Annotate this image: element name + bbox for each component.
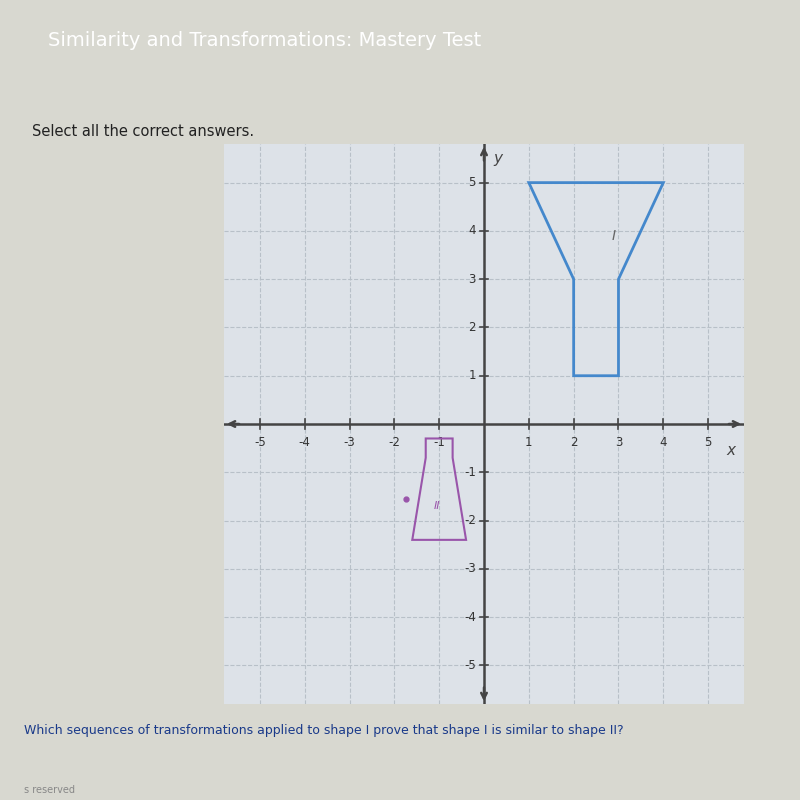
Text: x: x (726, 443, 735, 458)
Text: 2: 2 (570, 436, 578, 449)
Text: Which sequences of transformations applied to shape I prove that shape I is simi: Which sequences of transformations appli… (24, 724, 624, 737)
Text: -3: -3 (464, 562, 476, 575)
Text: s reserved: s reserved (24, 785, 75, 795)
Text: II: II (434, 501, 440, 511)
Text: 2: 2 (469, 321, 476, 334)
Text: -4: -4 (298, 436, 310, 449)
Text: 4: 4 (469, 224, 476, 238)
Text: I: I (612, 229, 616, 242)
Text: Select all the correct answers.: Select all the correct answers. (32, 124, 254, 139)
Text: -1: -1 (464, 466, 476, 478)
Text: -1: -1 (434, 436, 445, 449)
Text: -4: -4 (464, 610, 476, 624)
Text: Similarity and Transformations: Mastery Test: Similarity and Transformations: Mastery … (48, 31, 482, 50)
Text: -2: -2 (464, 514, 476, 527)
Text: 4: 4 (659, 436, 667, 449)
Text: -2: -2 (389, 436, 400, 449)
Text: -3: -3 (344, 436, 355, 449)
Text: 1: 1 (469, 370, 476, 382)
Text: 5: 5 (705, 436, 712, 449)
Text: y: y (493, 151, 502, 166)
Text: -5: -5 (464, 659, 476, 672)
Text: 3: 3 (469, 273, 476, 286)
Text: 3: 3 (614, 436, 622, 449)
Text: 1: 1 (525, 436, 533, 449)
Text: -5: -5 (254, 436, 266, 449)
Text: 5: 5 (469, 176, 476, 189)
